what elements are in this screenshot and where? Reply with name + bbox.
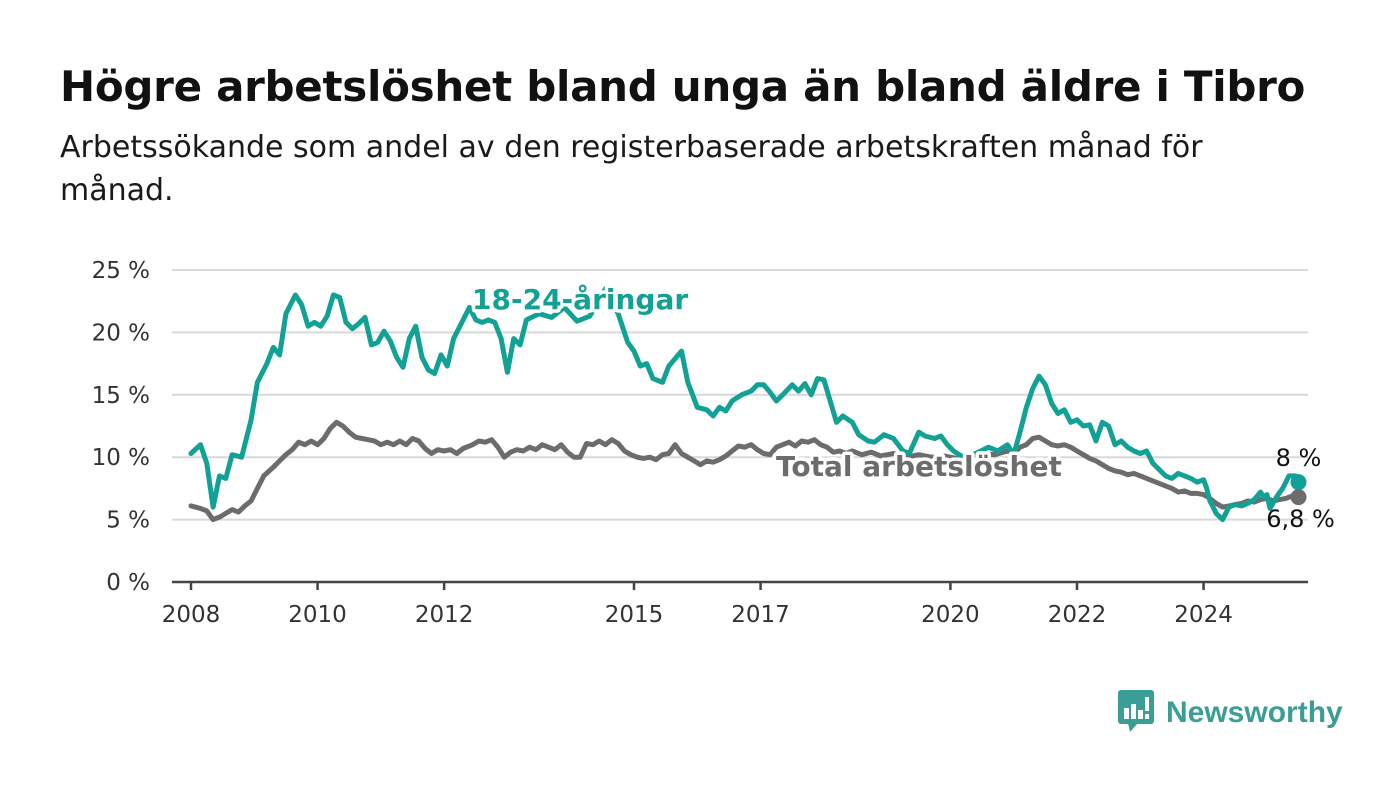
y-tick-label: 10 % (92, 445, 150, 471)
grid-layer: 0 % 5 % 10 % 15 % 20 % 25 % 2008 2010 2012 2015 20… (92, 258, 1308, 628)
series-line (188, 419, 1301, 523)
x-tick-label: 2022 (1048, 602, 1107, 628)
x-tick-label: 2015 (605, 602, 664, 628)
series-label-total: Total arbetslöshet (776, 450, 1062, 483)
series-end-point (1290, 489, 1307, 506)
brand[interactable]: Newsworthy (1118, 690, 1343, 736)
x-tick-label: 2012 (415, 602, 474, 628)
y-tick-label: 5 % (106, 508, 150, 534)
series-end-point (1290, 474, 1307, 491)
y-tick-label: 25 % (92, 258, 150, 284)
end-value-label: 8 % (1276, 444, 1322, 472)
page-subtitle: Arbetssökande som andel av den registerb… (60, 130, 1203, 208)
end-value-label: 6,8 % (1266, 505, 1335, 533)
x-tick-label: 2008 (162, 602, 221, 628)
series-label-youth: 18-24-åringar (472, 283, 688, 316)
series-label-youth-halo: 18-24-åringar (472, 283, 688, 316)
x-tick-label: 2020 (921, 602, 980, 628)
x-tick-label: 2017 (731, 602, 790, 628)
series-layer (188, 286, 1307, 523)
y-tick-label: 15 % (92, 383, 150, 409)
brand-name: Newsworthy (1166, 696, 1343, 729)
newsworthy-logo-icon (1118, 690, 1156, 736)
series-line (188, 286, 1301, 523)
y-tick-label: 20 % (92, 320, 150, 346)
series-label-total-halo: Total arbetslöshet (776, 450, 1062, 483)
y-tick-label: 0 % (106, 570, 150, 596)
x-tick-label: 2010 (288, 602, 347, 628)
page-title: Högre arbetslöshet bland unga än bland ä… (60, 62, 1306, 111)
x-tick-label: 2024 (1174, 602, 1233, 628)
